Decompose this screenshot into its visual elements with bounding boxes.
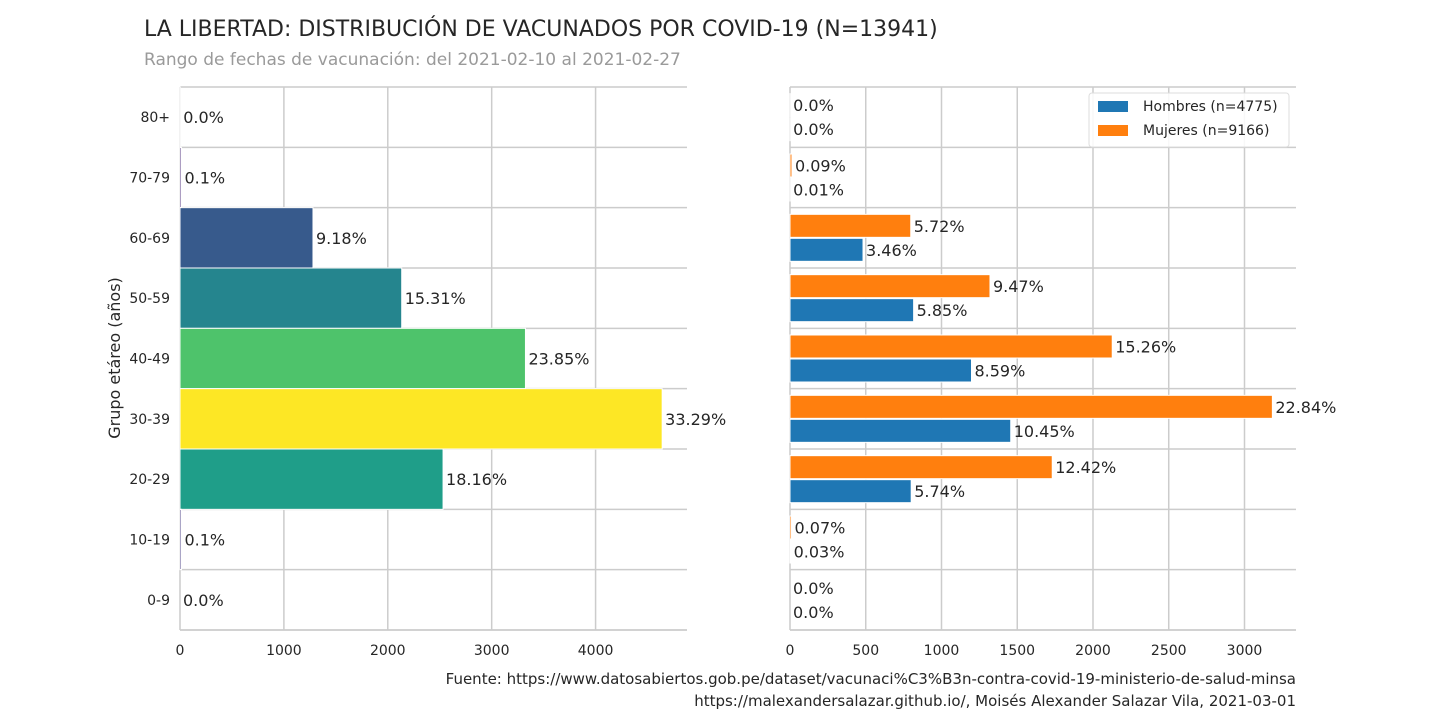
legend-label: Mujeres (n=9166) [1143,123,1269,139]
age-distribution-panel: 0 1000 2000 3000 4000 80+ 0.0% 70-79 0.1% 60-69 9.… [129,86,726,659]
sex-bar-label: 10.45% [1014,422,1075,441]
left-x-tick-label: 3000 [474,643,510,659]
left-y-tick-label: 40-49 [129,352,170,368]
sex-bar-label: 3.46% [866,241,917,260]
left-y-tick-label: 70-79 [129,171,170,187]
right-x-tick-label: 2500 [1151,643,1187,659]
y-axis-label: Grupo etáreo (años) [105,277,124,439]
sex-bar-label: 0.0% [793,579,834,598]
source-line-2: https://malexandersalazar.github.io/, Mo… [694,692,1296,710]
age-bar-label: 15.31% [405,289,466,308]
sex-bar-label: 15.26% [1115,338,1176,357]
sex-bar [789,479,912,504]
legend-swatch [1098,101,1128,112]
sex-bar-label: 0.03% [794,543,845,562]
right-x-tick-label: 0 [786,643,795,659]
age-bar-label: 0.0% [183,591,224,610]
age-bar [179,207,314,269]
legend-box [1088,92,1290,148]
right-x-tick-label: 1000 [924,643,960,659]
right-x-tick-label: 3000 [1227,643,1263,659]
sex-bar-label: 0.0% [793,96,834,115]
sex-bar-label: 0.09% [795,157,846,176]
sex-bar [789,334,1113,359]
sex-bar [789,298,915,323]
age-bar [179,448,444,510]
age-bar-label: 0.1% [184,531,225,550]
sex-bar-label: 5.74% [914,482,965,501]
left-y-tick-label: 20-29 [129,472,170,488]
age-bar-label: 18.16% [446,470,507,489]
right-x-tick-label: 1500 [999,643,1035,659]
legend: Hombres (n=4775) Mujeres (n=9166) [1088,92,1290,148]
sex-bar [789,418,1012,443]
sex-bar [789,539,792,564]
sex-bar-label: 0.01% [793,181,844,200]
sex-distribution-panel: 0 500 1000 1500 2000 2500 3000 0.0% 0.0% 0.09% 0.0… [786,86,1336,659]
age-bar [179,327,526,390]
left-y-tick-label: 80+ [140,110,170,126]
sex-bar-label: 8.59% [974,362,1025,381]
right-x-tick-label: 2000 [1075,643,1111,659]
sex-bar-label: 0.0% [793,120,834,139]
sex-bar-label: 0.07% [795,519,846,538]
sex-bar [789,515,793,540]
left-y-tick-label: 30-39 [129,412,170,428]
left-y-tick-label: 50-59 [129,291,170,307]
sex-bar-label: 9.47% [993,277,1044,296]
age-bar-label: 33.29% [665,410,726,429]
age-bar-label: 0.1% [184,169,225,188]
sex-bar [789,358,972,383]
sex-bar-label: 12.42% [1055,458,1116,477]
age-bar-label: 23.85% [528,350,589,369]
left-y-tick-label: 0-9 [147,593,170,609]
age-bar [179,267,403,329]
age-bar [179,388,663,450]
sex-bar-label: 22.84% [1275,398,1336,417]
source-line-1: Fuente: https://www.datosabiertos.gob.pe… [446,670,1296,688]
sex-bar [789,237,864,262]
sex-bar [789,274,991,299]
age-bar [179,146,182,209]
left-y-tick-label: 60-69 [129,231,170,247]
sex-bar [789,213,912,238]
age-bar-label: 9.18% [316,229,367,248]
left-x-tick-label: 2000 [370,643,406,659]
sex-bar-label: 5.85% [917,301,968,320]
chart-title: LA LIBERTAD: DISTRIBUCIÓN DE VACUNADOS P… [144,16,938,42]
left-x-tick-label: 4000 [578,643,614,659]
sex-bar [789,153,793,178]
left-x-tick-label: 0 [176,643,185,659]
legend-label: Hombres (n=4775) [1143,99,1278,115]
sex-bar-label: 5.72% [914,217,965,236]
age-bar-label: 0.0% [183,108,224,127]
age-bar [179,508,182,571]
sex-bar [789,394,1273,419]
sex-bar [789,455,1053,480]
left-y-tick-label: 10-19 [129,533,170,549]
chart-subtitle: Rango de fechas de vacunación: del 2021-… [144,50,681,70]
left-x-tick-label: 1000 [266,643,302,659]
legend-swatch [1098,125,1128,136]
right-x-tick-label: 500 [852,643,879,659]
sex-bar-label: 0.0% [793,603,834,622]
